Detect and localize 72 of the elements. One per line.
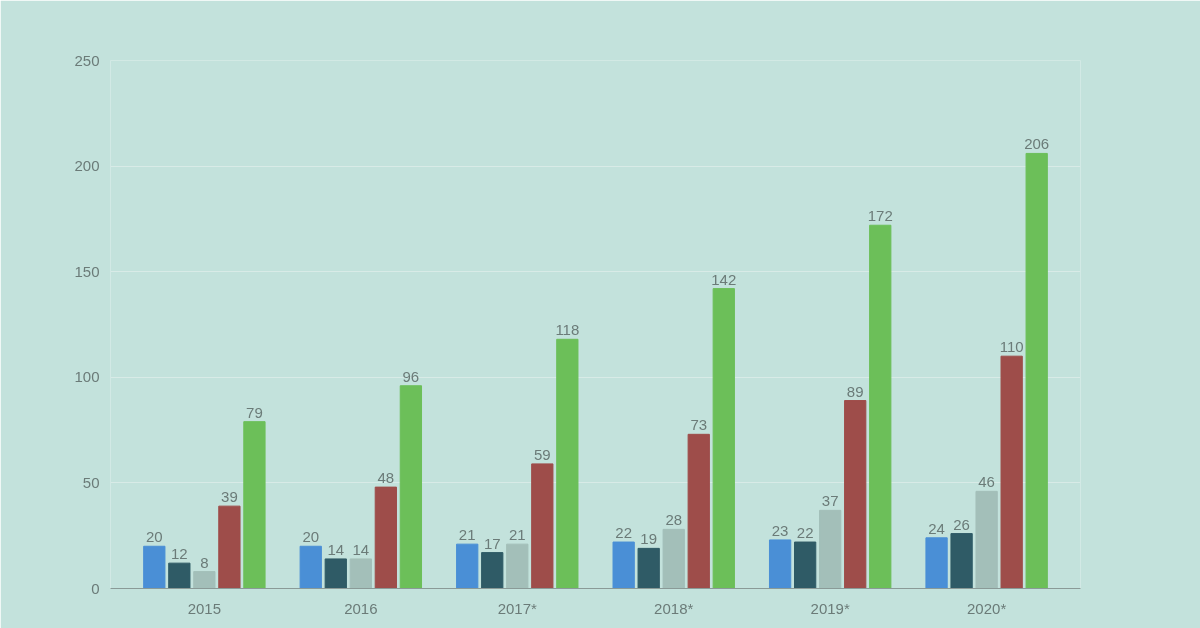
bar bbox=[1025, 152, 1048, 589]
bar bbox=[218, 505, 241, 589]
bar bbox=[399, 385, 423, 589]
y-tick-label: 50 bbox=[82, 473, 100, 491]
x-tick-label: 2018* bbox=[654, 599, 694, 617]
data-label: 79 bbox=[246, 403, 263, 421]
x-tick-label: 2015 bbox=[187, 599, 222, 617]
bar bbox=[143, 545, 166, 589]
bar bbox=[869, 224, 892, 589]
data-label: 20 bbox=[145, 528, 163, 546]
data-label: 20 bbox=[302, 528, 320, 546]
bar bbox=[612, 541, 635, 589]
bar bbox=[768, 539, 792, 589]
bar bbox=[556, 338, 579, 589]
data-label: 22 bbox=[615, 524, 633, 542]
data-label: 24 bbox=[928, 519, 945, 537]
x-tick-label: 2016 bbox=[344, 599, 378, 617]
bar bbox=[819, 509, 842, 589]
data-label: 110 bbox=[999, 338, 1024, 356]
bar bbox=[1000, 355, 1023, 589]
bar bbox=[456, 543, 479, 589]
data-label: 19 bbox=[640, 530, 658, 548]
bar bbox=[299, 545, 322, 589]
x-tick-label: 2020* bbox=[967, 599, 1007, 617]
bar bbox=[243, 421, 266, 589]
data-label: 23 bbox=[771, 521, 789, 539]
data-label: 96 bbox=[402, 367, 420, 385]
bar bbox=[925, 537, 948, 589]
data-label: 26 bbox=[953, 515, 970, 533]
x-tick-label: 2017* bbox=[497, 599, 538, 617]
data-label: 12 bbox=[171, 545, 188, 563]
data-label: 73 bbox=[690, 416, 708, 434]
bar bbox=[712, 288, 735, 589]
bar bbox=[349, 558, 372, 589]
y-tick-label: 150 bbox=[74, 262, 100, 280]
bar bbox=[374, 486, 397, 589]
data-label: 89 bbox=[846, 382, 864, 400]
bar bbox=[662, 528, 685, 589]
bar bbox=[481, 552, 504, 589]
data-label: 48 bbox=[377, 469, 395, 487]
data-label: 17 bbox=[483, 534, 501, 552]
data-label: 46 bbox=[978, 473, 995, 491]
bar bbox=[506, 543, 529, 589]
bar bbox=[844, 400, 867, 589]
y-tick-label: 0 bbox=[91, 579, 100, 597]
y-tick-label: 100 bbox=[74, 368, 100, 386]
bar bbox=[531, 463, 554, 589]
data-label: 59 bbox=[533, 445, 551, 463]
bar bbox=[975, 490, 998, 589]
y-tick-label: 200 bbox=[74, 157, 100, 175]
data-label: 172 bbox=[867, 207, 893, 225]
x-tick-label: 2019* bbox=[810, 599, 850, 617]
data-label: 21 bbox=[508, 526, 526, 544]
data-label: 206 bbox=[1024, 135, 1050, 153]
bar bbox=[168, 562, 191, 589]
data-label: 37 bbox=[821, 492, 839, 510]
data-label: 142 bbox=[711, 270, 737, 288]
bar bbox=[637, 547, 660, 589]
data-label: 14 bbox=[327, 540, 345, 558]
data-label: 118 bbox=[555, 321, 580, 339]
data-label: 22 bbox=[796, 524, 814, 542]
bar bbox=[950, 533, 973, 589]
data-label: 39 bbox=[221, 488, 238, 506]
bar bbox=[193, 571, 216, 589]
data-label: 14 bbox=[352, 540, 370, 558]
bar bbox=[687, 433, 710, 589]
data-label: 28 bbox=[665, 511, 683, 529]
data-label: 21 bbox=[458, 526, 476, 544]
data-label: 8 bbox=[200, 553, 209, 571]
bar bbox=[794, 541, 817, 589]
y-tick-label: 250 bbox=[74, 51, 100, 69]
bar bbox=[324, 558, 347, 589]
